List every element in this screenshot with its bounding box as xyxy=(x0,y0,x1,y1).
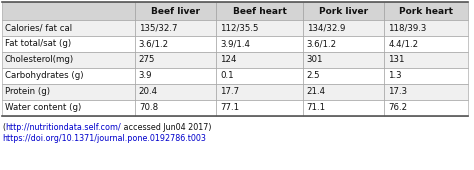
Bar xyxy=(302,36,384,52)
Bar xyxy=(384,52,468,68)
Text: 76.2: 76.2 xyxy=(388,104,407,113)
Text: 17.3: 17.3 xyxy=(388,88,407,97)
Bar xyxy=(216,84,302,100)
Text: 1.3: 1.3 xyxy=(388,72,402,81)
Bar xyxy=(302,100,384,116)
Bar xyxy=(216,36,302,52)
Text: Pork liver: Pork liver xyxy=(319,6,368,15)
Text: 301: 301 xyxy=(307,55,323,64)
Text: 3.6/1.2: 3.6/1.2 xyxy=(307,39,337,48)
Text: 124: 124 xyxy=(220,55,237,64)
Text: Beef heart: Beef heart xyxy=(233,6,286,15)
Bar xyxy=(2,84,135,100)
Bar xyxy=(216,2,302,20)
Text: Pork heart: Pork heart xyxy=(399,6,453,15)
Text: 3.9/1.4: 3.9/1.4 xyxy=(220,39,250,48)
Bar xyxy=(2,2,135,20)
Text: 3.6/1.2: 3.6/1.2 xyxy=(139,39,169,48)
Text: 118/39.3: 118/39.3 xyxy=(388,23,427,32)
Bar xyxy=(216,20,302,36)
Bar xyxy=(216,68,302,84)
Text: 21.4: 21.4 xyxy=(307,88,326,97)
Bar xyxy=(135,2,216,20)
Bar xyxy=(2,100,135,116)
Bar xyxy=(384,2,468,20)
Text: http://nutritiondata.self.com/: http://nutritiondata.self.com/ xyxy=(5,123,121,132)
Text: 112/35.5: 112/35.5 xyxy=(220,23,259,32)
Bar xyxy=(302,68,384,84)
Bar xyxy=(216,100,302,116)
Text: Carbohydrates (g): Carbohydrates (g) xyxy=(5,72,83,81)
Bar xyxy=(135,36,216,52)
Text: Protein (g): Protein (g) xyxy=(5,88,50,97)
Text: 20.4: 20.4 xyxy=(139,88,158,97)
Text: 77.1: 77.1 xyxy=(220,104,239,113)
Text: 275: 275 xyxy=(139,55,155,64)
Bar xyxy=(135,20,216,36)
Bar xyxy=(135,68,216,84)
Text: 71.1: 71.1 xyxy=(307,104,326,113)
Bar xyxy=(135,84,216,100)
Bar xyxy=(384,20,468,36)
Text: Fat total/sat (g): Fat total/sat (g) xyxy=(5,39,71,48)
Bar xyxy=(2,68,135,84)
Text: 135/32.7: 135/32.7 xyxy=(139,23,177,32)
Text: 3.9: 3.9 xyxy=(139,72,152,81)
Text: Beef liver: Beef liver xyxy=(151,6,200,15)
Bar xyxy=(302,2,384,20)
Text: accessed Jun04 2017): accessed Jun04 2017) xyxy=(121,123,211,132)
Bar xyxy=(2,36,135,52)
Text: Water content (g): Water content (g) xyxy=(5,104,81,113)
Bar xyxy=(2,52,135,68)
Text: 131: 131 xyxy=(388,55,405,64)
Text: 2.5: 2.5 xyxy=(307,72,320,81)
Bar xyxy=(302,20,384,36)
Bar xyxy=(384,84,468,100)
Text: 134/32.9: 134/32.9 xyxy=(307,23,345,32)
Bar xyxy=(216,52,302,68)
Text: 4.4/1.2: 4.4/1.2 xyxy=(388,39,418,48)
Bar xyxy=(2,20,135,36)
Text: 70.8: 70.8 xyxy=(139,104,158,113)
Text: (: ( xyxy=(2,123,5,132)
Bar xyxy=(135,52,216,68)
Bar xyxy=(384,100,468,116)
Text: https://doi.org/10.1371/journal.pone.0192786.t003: https://doi.org/10.1371/journal.pone.019… xyxy=(2,134,206,143)
Text: 17.7: 17.7 xyxy=(220,88,239,97)
Bar xyxy=(135,100,216,116)
Bar xyxy=(302,84,384,100)
Text: 0.1: 0.1 xyxy=(220,72,234,81)
Text: Calories/ fat cal: Calories/ fat cal xyxy=(5,23,72,32)
Bar xyxy=(384,36,468,52)
Bar xyxy=(384,68,468,84)
Bar xyxy=(302,52,384,68)
Text: Cholesterol(mg): Cholesterol(mg) xyxy=(5,55,74,64)
